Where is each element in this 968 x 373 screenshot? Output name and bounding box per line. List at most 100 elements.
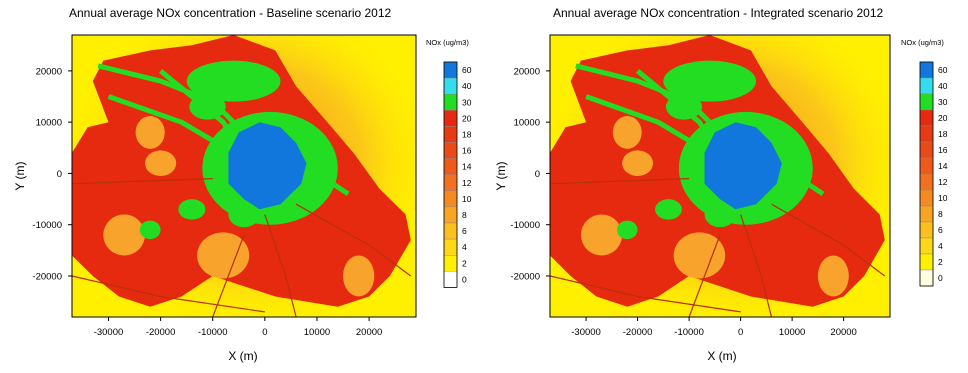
colorbar-swatch	[443, 77, 458, 95]
plot-area	[72, 35, 416, 317]
road-line	[212, 234, 245, 317]
colorbar-tick-label: 20	[938, 113, 948, 123]
low-concentration-pocket	[673, 232, 726, 279]
colorbar-swatch	[919, 109, 934, 127]
chart-title: Annual average NOx concentration - Integ…	[553, 6, 884, 20]
colorbar-swatch	[443, 254, 458, 272]
colorbar-swatch	[919, 141, 934, 159]
colorbar-swatch	[443, 142, 458, 159]
colorbar-tick-label: 12	[462, 178, 472, 188]
colorbar-tick-label: 6	[938, 225, 943, 235]
colorbar-swatch	[919, 253, 934, 271]
road-line	[295, 203, 412, 277]
colorbar-tick-label: 60	[938, 65, 948, 75]
x-tick-label: -10000	[674, 327, 704, 338]
colorbar-swatch	[443, 93, 458, 111]
colorbar-swatch	[919, 173, 934, 191]
colorbar-tick-label: 14	[938, 161, 948, 171]
plot-area	[550, 35, 890, 317]
colorbar-swatch	[919, 93, 934, 111]
colorbar-swatch	[443, 61, 458, 79]
y-tick-label: 10000	[36, 118, 62, 129]
colorbar-swatch	[919, 77, 934, 95]
low-concentration-pocket	[144, 150, 177, 177]
y-axis-label: Y (m)	[13, 161, 27, 190]
y-tick-label: 20000	[514, 66, 540, 77]
plot-frame	[71, 34, 417, 318]
colorbar-tick-label: 30	[462, 97, 472, 107]
road-line	[72, 275, 265, 313]
panel-2: Annual average NOx concentration - Integ…	[494, 6, 948, 363]
colorbar-swatch	[443, 126, 458, 143]
low-concentration-pocket	[817, 255, 849, 297]
colorbar-tick-label: 4	[938, 241, 943, 251]
colorbar-swatch	[919, 237, 934, 255]
road-line	[550, 275, 741, 313]
panel-1: Annual average NOx concentration - Basel…	[13, 6, 472, 363]
colorbar-tick-label: 20	[462, 113, 472, 123]
y-axis-label: Y (m)	[494, 161, 508, 190]
moderate-concentration-patch	[665, 93, 702, 120]
colorbar-swatch	[919, 189, 934, 207]
moderate-concentration-patch	[186, 60, 281, 102]
colorbar-swatch	[919, 157, 934, 175]
colorbar-tick-label: 16	[938, 145, 948, 155]
low-concentration-pocket	[197, 232, 250, 279]
colorbar-tick-label: 10	[938, 193, 948, 203]
colorbar-tick-label: 4	[462, 242, 467, 252]
colorbar-swatch	[443, 174, 458, 191]
moderate-concentration-patch	[655, 199, 682, 220]
chart-title: Annual average NOx concentration - Basel…	[69, 6, 392, 20]
colorbar-tick-label: 2	[462, 258, 467, 268]
colorbar-swatch	[919, 61, 934, 79]
x-axis-label: X (m)	[707, 349, 736, 363]
colorbar-tick-label: 60	[462, 65, 472, 75]
colorbar-tick-label: 12	[938, 177, 948, 187]
colorbar-swatch	[443, 238, 458, 256]
colorbar-swatch	[919, 205, 934, 223]
colorbar-tick-label: 8	[462, 210, 467, 220]
colorbar-frame	[919, 61, 934, 287]
low-concentration-pocket	[135, 116, 165, 149]
y-tick-label: 10000	[514, 118, 540, 129]
moderate-concentration-patch	[178, 199, 206, 220]
y-tick-label: 0	[57, 169, 62, 180]
low-concentration-pocket	[612, 116, 642, 149]
plot-frame	[549, 34, 891, 318]
road-line	[740, 214, 773, 317]
road-line	[550, 178, 690, 185]
road-line	[771, 203, 886, 277]
x-tick-label: 10000	[779, 327, 805, 338]
x-tick-label: -20000	[146, 327, 176, 338]
colorbar-swatch	[443, 190, 458, 208]
y-tick-label: -20000	[510, 271, 540, 282]
x-tick-label: 20000	[356, 327, 382, 338]
y-tick-label: -10000	[510, 220, 540, 231]
colorbar-title: NOx (ug/m3)	[901, 38, 944, 47]
x-tick-label: -10000	[198, 327, 228, 338]
very-high-concentration-core	[228, 122, 307, 210]
colorbar-title: NOx (ug/m3)	[426, 38, 469, 47]
colorbar-tick-label: 6	[462, 226, 467, 236]
low-concentration-pocket	[343, 255, 375, 297]
colorbar-swatch	[443, 271, 458, 288]
colorbar-tick-label: 18	[938, 129, 948, 139]
colorbar-swatch	[919, 125, 934, 143]
x-axis-label: X (m)	[228, 349, 257, 363]
low-concentration-pocket	[622, 150, 654, 177]
x-tick-label: 0	[738, 327, 743, 338]
y-tick-label: -10000	[32, 220, 62, 231]
colorbar-tick-label: 40	[938, 81, 948, 91]
road-line	[688, 234, 721, 317]
colorbar-tick-label: 2	[938, 257, 943, 267]
x-tick-label: 20000	[830, 327, 856, 338]
x-tick-label: -30000	[94, 327, 124, 338]
colorbar-tick-label: 30	[938, 97, 948, 107]
colorbar-tick-label: 0	[938, 273, 943, 283]
moderate-concentration-patch	[616, 220, 638, 240]
x-tick-label: 10000	[304, 327, 330, 338]
colorbar-tick-label: 0	[462, 274, 467, 284]
colorbar-swatch	[443, 222, 458, 240]
colorbar-tick-label: 14	[462, 162, 472, 172]
colorbar-tick-label: 40	[462, 81, 472, 91]
